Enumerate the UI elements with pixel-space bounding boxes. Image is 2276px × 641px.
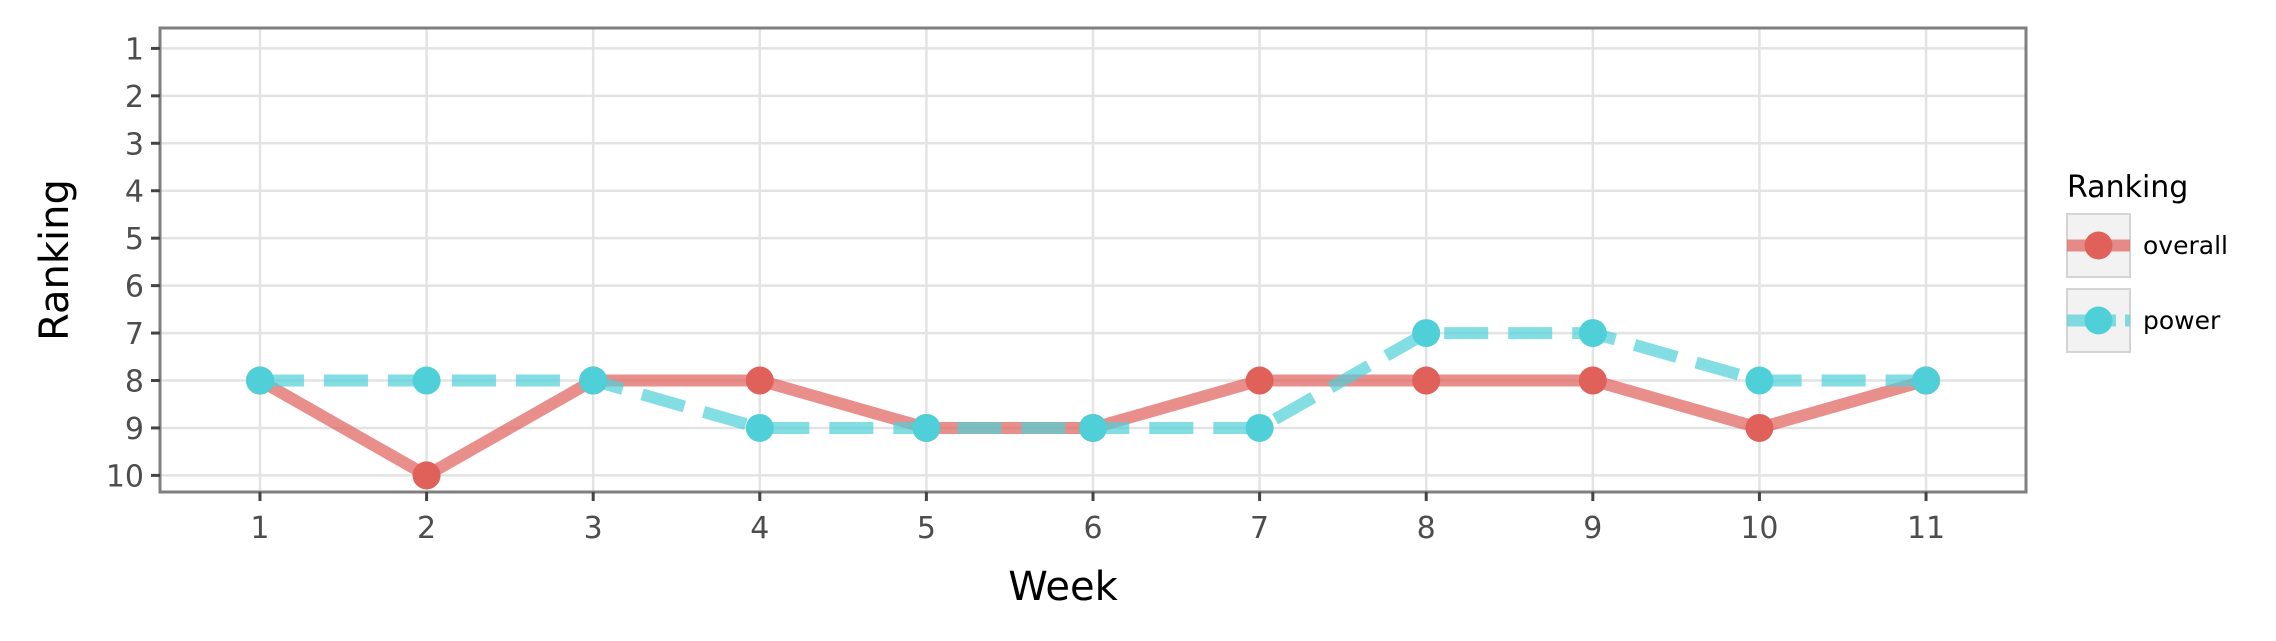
power-point bbox=[1412, 319, 1441, 348]
y-axis-title: Ranking bbox=[32, 179, 78, 341]
power-point bbox=[1912, 366, 1941, 395]
power-point bbox=[412, 366, 441, 395]
overall-point bbox=[1745, 413, 1774, 442]
y-tick-label: 7 bbox=[125, 317, 144, 352]
y-tick-label: 3 bbox=[125, 127, 144, 162]
power-point bbox=[745, 413, 774, 442]
legend: Ranking overall power bbox=[2066, 170, 2228, 353]
overall-point bbox=[745, 366, 774, 395]
x-tick-label: 11 bbox=[1907, 511, 1945, 546]
y-tick-label: 1 bbox=[125, 32, 144, 67]
x-tick-label: 9 bbox=[1583, 511, 1602, 546]
x-tick-label: 10 bbox=[1740, 511, 1778, 546]
y-tick-label: 5 bbox=[125, 222, 144, 257]
legend-key-point bbox=[2084, 231, 2113, 260]
overall-point bbox=[1412, 366, 1441, 395]
y-tick-label: 8 bbox=[125, 365, 144, 400]
y-tick-label: 2 bbox=[125, 80, 144, 115]
series-power bbox=[245, 319, 1941, 442]
y-tick-label: 9 bbox=[125, 412, 144, 447]
y-tick-label: 4 bbox=[125, 175, 144, 210]
legend-entry-overall: overall bbox=[2066, 213, 2228, 278]
overall-point bbox=[1245, 366, 1274, 395]
legend-entries: overall power bbox=[2066, 213, 2228, 353]
x-tick-label: 8 bbox=[1417, 511, 1436, 546]
y-tick-label: 6 bbox=[125, 270, 144, 305]
grid-layer bbox=[160, 28, 2026, 492]
power-point bbox=[912, 413, 941, 442]
power-point bbox=[1745, 366, 1774, 395]
y-tick-label: 10 bbox=[106, 459, 144, 494]
power-point bbox=[1578, 319, 1607, 348]
legend-label: power bbox=[2143, 306, 2221, 335]
legend-entry-power: power bbox=[2066, 288, 2221, 353]
x-tick-label: 1 bbox=[250, 511, 269, 546]
series-layer bbox=[245, 319, 1941, 490]
x-tick-label: 4 bbox=[750, 511, 769, 546]
legend-key-point bbox=[2084, 306, 2113, 335]
legend-title: Ranking bbox=[2067, 170, 2188, 205]
x-tick-label: 6 bbox=[1083, 511, 1102, 546]
overall-point bbox=[1578, 366, 1607, 395]
x-tick-label: 2 bbox=[417, 511, 436, 546]
power-point bbox=[1079, 413, 1107, 442]
power-point bbox=[245, 366, 274, 395]
overall-point bbox=[412, 461, 441, 490]
x-tick-label: 3 bbox=[584, 511, 603, 546]
power-point bbox=[1245, 413, 1274, 442]
x-tick-label: 7 bbox=[1250, 511, 1269, 546]
power-point bbox=[579, 366, 608, 395]
legend-label: overall bbox=[2143, 231, 2228, 260]
x-axis-title: Week bbox=[1008, 564, 1118, 610]
x-tick-label: 5 bbox=[917, 511, 936, 546]
